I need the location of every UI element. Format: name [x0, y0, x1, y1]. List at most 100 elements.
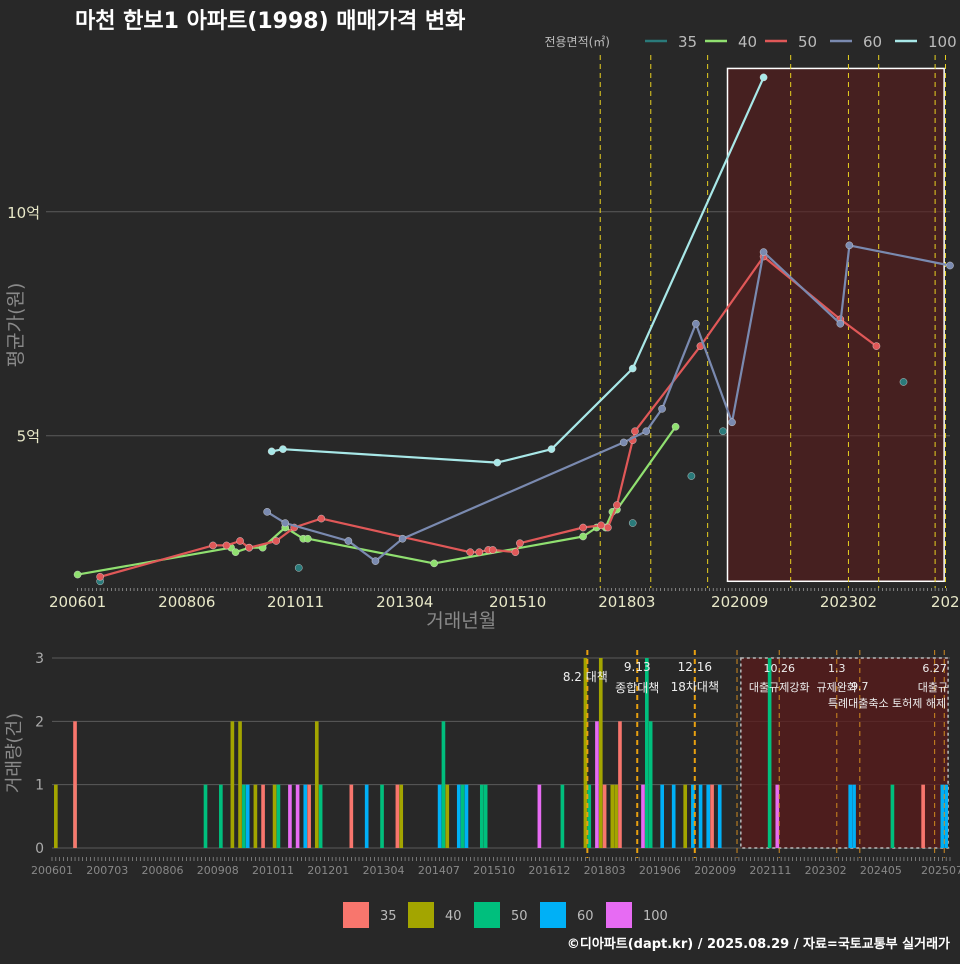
data-point-60	[845, 241, 854, 250]
volume-x-tick-label: 201612	[528, 864, 570, 877]
volume-y-tick-label: 0	[35, 841, 44, 857]
data-point-50	[597, 521, 605, 530]
data-point-35	[899, 378, 908, 386]
policy-label-name: 대출규	[918, 681, 948, 694]
volume-x-tick-label: 202507	[921, 864, 960, 877]
x-tick-label: 201304	[376, 593, 433, 611]
policy-label-name: 종합대책	[615, 680, 659, 695]
volume-bar-60	[660, 784, 665, 848]
data-point-60	[263, 508, 271, 516]
volume-bar-60	[464, 784, 469, 848]
volume-x-tick-label: 200806	[142, 864, 184, 877]
volume-y-axis-title: 거래량(건)	[4, 713, 25, 793]
policy-label-name: 대출규제강화	[749, 681, 810, 694]
volume-bar-35	[602, 784, 607, 848]
series-line-60	[266, 244, 951, 563]
volume-bar-40	[272, 784, 277, 848]
top-legend-label-50: 50	[798, 33, 817, 51]
data-point-35	[719, 427, 727, 436]
volume-x-tick-label: 201803	[584, 864, 626, 877]
data-point-50	[613, 501, 621, 509]
top-legend: 전용면적(㎡) 35 40 50 60 100	[544, 33, 956, 51]
volume-bar-50	[767, 658, 772, 848]
volume-x-tick-label: 200601	[31, 864, 73, 877]
data-point-60	[759, 248, 768, 256]
data-point-50	[489, 546, 497, 554]
bottom-legend-swatch-40	[408, 902, 434, 928]
bottom-legend-swatch-60	[540, 902, 566, 928]
volume-bar-40	[230, 721, 235, 848]
policy-label-date: 6.27	[922, 662, 947, 675]
volume-y-tick-label: 1	[35, 778, 44, 794]
data-point-60	[692, 319, 700, 328]
data-point-50	[631, 427, 639, 436]
volume-bar-40	[445, 784, 450, 848]
data-point-100	[628, 364, 637, 373]
volume-bar-50	[560, 784, 565, 848]
y-tick-label: 10억	[7, 204, 40, 222]
volume-x-tick-label: 201510	[473, 864, 515, 877]
volume-x-tick-label: 201201	[307, 864, 349, 877]
volume-bar-60	[852, 784, 856, 848]
bottom-legend-label-35: 35	[380, 909, 397, 924]
volume-bar-40	[683, 784, 688, 848]
data-point-60	[619, 438, 628, 447]
volume-bar-35	[349, 784, 354, 848]
volume-bar-60	[698, 784, 703, 848]
data-point-50	[516, 539, 524, 548]
policy-label-name: 규제완화	[817, 681, 857, 694]
volume-bar-40	[238, 721, 242, 848]
data-point-35	[294, 564, 303, 572]
volume-bar-40	[598, 658, 603, 848]
data-point-50	[317, 514, 326, 523]
data-point-100	[547, 445, 556, 453]
data-point-40	[303, 534, 312, 543]
data-point-50	[872, 342, 881, 350]
policy-label-date: 1.3	[828, 662, 846, 675]
top-legend-label-100: 100	[928, 33, 957, 51]
volume-plot: 0 1 2 3 8.2 대책 9.13 종합대책 12.16 18차대책 10.26 대출규제강화 1…	[4, 650, 960, 877]
data-point-60	[398, 534, 407, 543]
volume-bar-100	[537, 784, 542, 848]
volume-x-tick-label: 202405	[860, 864, 902, 877]
volume-bar-40	[614, 784, 618, 848]
volume-bar-50	[441, 721, 446, 848]
volume-bar-40	[54, 784, 58, 848]
volume-bar-100	[288, 784, 292, 848]
bottom-legend-swatch-50	[474, 902, 500, 928]
data-point-35	[687, 472, 696, 480]
volume-bar-35	[921, 784, 925, 848]
data-point-50	[511, 548, 520, 556]
volume-x-tick-label: 201906	[639, 864, 681, 877]
x-tick-label: 201803	[598, 593, 655, 611]
data-point-60	[946, 261, 954, 270]
data-point-35	[628, 519, 637, 527]
x-axis-title: 거래년월	[426, 610, 496, 632]
x-tick-label: 202302	[820, 593, 877, 611]
data-point-60	[728, 418, 736, 427]
highlight-region	[726, 67, 945, 583]
volume-x-tick-label: 201304	[363, 864, 405, 877]
price-plot: 5억 10억 200601 200806 201011 201304 201510 20180…	[5, 55, 960, 632]
volume-bar-50	[242, 784, 246, 848]
data-point-50	[272, 537, 280, 545]
policy-label-date: 10.26	[763, 662, 795, 675]
volume-bar-60	[303, 784, 308, 848]
volume-bar-35	[710, 784, 714, 848]
volume-bar-100	[595, 721, 599, 848]
volume-bar-60	[456, 784, 461, 848]
data-point-60	[281, 519, 290, 527]
volume-highlight-region	[740, 657, 949, 849]
volume-bar-40	[399, 784, 404, 848]
volume-bar-50	[479, 784, 484, 848]
x-tick-label: 201510	[489, 593, 546, 611]
volume-bar-50	[645, 658, 649, 848]
bottom-legend-label-50: 50	[511, 909, 528, 924]
data-point-50	[245, 543, 253, 552]
data-point-60	[642, 427, 651, 436]
data-point-50	[222, 541, 231, 550]
data-point-50	[209, 541, 217, 550]
footer-credit: ©디아파트(dapt.kr) / 2025.08.29 / 자료=국토교통부 실…	[567, 936, 950, 952]
